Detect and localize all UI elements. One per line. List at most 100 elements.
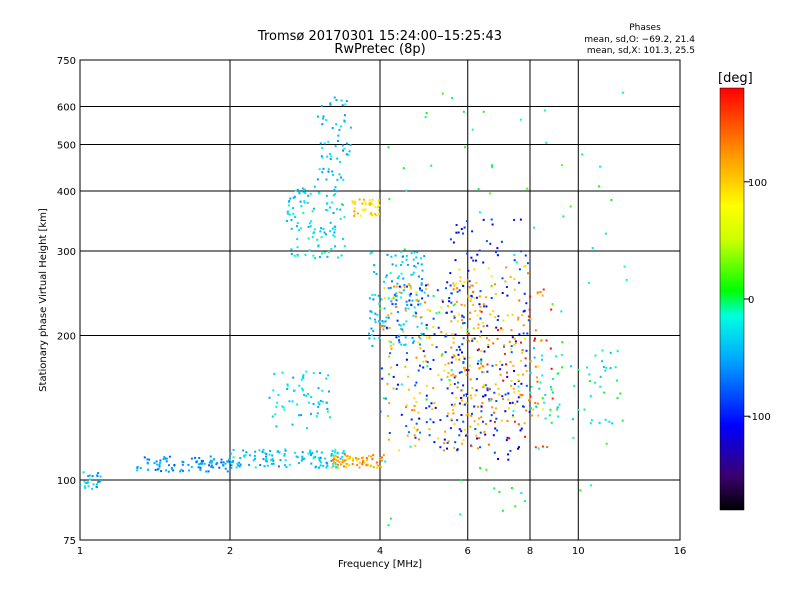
grid-lines [80, 60, 680, 540]
x-axis-label: Frequency [MHz] [338, 559, 422, 570]
echo-point [300, 459, 303, 462]
echo-point [488, 398, 491, 401]
echo-point [327, 140, 330, 143]
echo-point [517, 379, 520, 382]
echo-point [208, 461, 211, 464]
echo-point [338, 461, 341, 464]
echo-point [455, 224, 458, 226]
echo-point [334, 193, 336, 196]
echo-point [476, 349, 479, 352]
echo-points [79, 91, 628, 527]
y-tick-label: 400 [57, 187, 76, 198]
echo-point [400, 343, 403, 346]
echo-point [259, 464, 262, 466]
echo-point [384, 320, 387, 323]
echo-point [345, 153, 348, 156]
echo-point [536, 402, 539, 405]
echo-point [453, 383, 456, 385]
echo-point [377, 205, 380, 208]
echo-point [83, 480, 86, 483]
echo-point [521, 314, 524, 317]
echo-point [400, 250, 403, 253]
echo-point [336, 464, 339, 467]
x-tick-label: 8 [527, 546, 533, 557]
echo-point [512, 410, 515, 413]
echo-point [372, 454, 375, 457]
echo-point [382, 454, 385, 457]
echo-point [478, 437, 481, 440]
echo-point [398, 334, 401, 337]
echo-point [341, 452, 344, 455]
echo-point [302, 458, 305, 461]
echo-point [188, 469, 190, 472]
echo-point [136, 469, 139, 472]
echo-point [483, 305, 485, 308]
echo-point [483, 350, 486, 353]
echo-point [480, 362, 483, 365]
echo-point [417, 369, 420, 372]
echo-point [372, 330, 375, 332]
echo-point [532, 226, 535, 229]
echo-point [310, 220, 313, 223]
echo-point [439, 419, 442, 421]
echo-point [518, 333, 521, 336]
echo-point [209, 459, 212, 462]
echo-point [493, 411, 496, 414]
echo-point [197, 466, 200, 469]
echo-point [510, 348, 513, 351]
echo-point [542, 288, 545, 291]
echo-point [411, 299, 414, 302]
echo-point [329, 158, 332, 160]
echo-point [411, 336, 414, 339]
echo-point [334, 245, 337, 248]
echo-point [296, 222, 299, 225]
echo-point [242, 449, 245, 452]
echo-point [454, 333, 457, 336]
echo-point [382, 325, 385, 328]
echo-point [401, 261, 404, 263]
echo-point [199, 462, 202, 465]
echo-point [510, 384, 513, 387]
echo-point [464, 367, 467, 370]
echo-point [440, 354, 443, 357]
echo-point [244, 454, 247, 457]
echo-point [335, 123, 338, 126]
echo-point [387, 287, 390, 290]
echo-point [459, 280, 462, 283]
echo-point [519, 393, 522, 396]
echo-point [139, 467, 142, 469]
echo-point [440, 331, 443, 334]
echo-point [429, 418, 432, 421]
echo-point [418, 336, 421, 339]
echo-point [465, 373, 468, 376]
echo-point [518, 446, 520, 449]
echo-point [425, 284, 427, 287]
echo-point [452, 408, 454, 411]
echo-point [379, 465, 382, 468]
echo-point [295, 455, 298, 458]
echo-point [462, 285, 465, 287]
echo-point [598, 185, 601, 188]
echo-point [459, 348, 462, 351]
echo-point [487, 346, 490, 348]
echo-point [265, 455, 267, 458]
echo-point [447, 371, 450, 374]
echo-point [312, 207, 315, 210]
echo-point [335, 99, 338, 101]
echo-point [413, 434, 416, 437]
echo-point [344, 459, 347, 462]
echo-point [157, 467, 160, 470]
echo-point [402, 323, 405, 326]
echo-point [226, 470, 229, 473]
echo-point [331, 127, 334, 129]
echo-point [199, 468, 202, 471]
echo-point [453, 403, 456, 406]
echo-point [369, 203, 371, 206]
echo-point [296, 246, 299, 249]
y-tick-label: 200 [57, 332, 76, 343]
echo-point [394, 254, 397, 257]
echo-point [410, 304, 413, 307]
echo-point [487, 343, 490, 346]
echo-point [529, 295, 531, 298]
echo-point [543, 109, 546, 112]
